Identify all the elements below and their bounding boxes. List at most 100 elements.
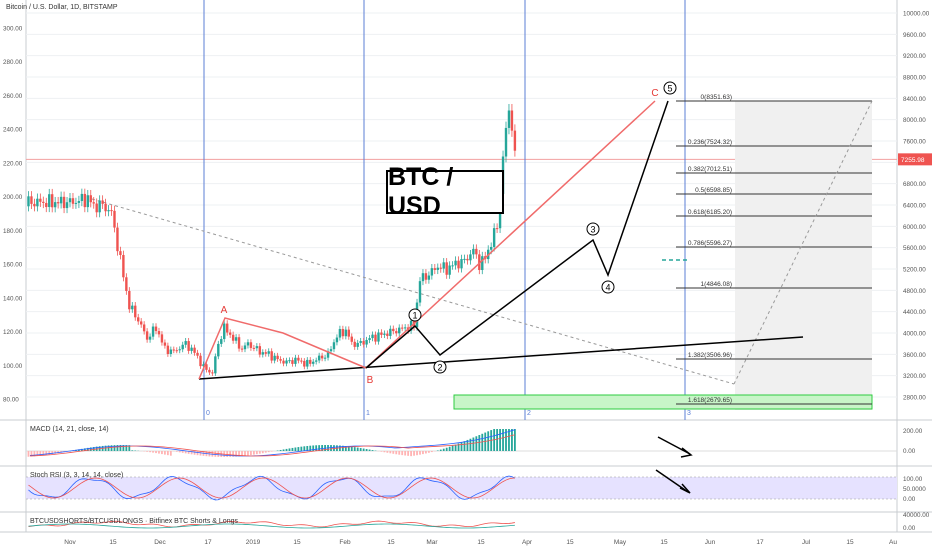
candle-body: [341, 329, 345, 337]
time-tick-label: 2019: [246, 539, 261, 546]
candle-body: [400, 327, 404, 329]
macd-bar: [347, 446, 350, 451]
macd-bar: [288, 448, 291, 451]
macd-bar: [475, 436, 478, 451]
right-tick-label: 2800.00: [903, 395, 926, 402]
candle-body: [427, 275, 431, 280]
macd-bar: [229, 451, 232, 457]
candle-body: [142, 324, 146, 332]
candle-body: [362, 341, 365, 345]
candle-body: [223, 323, 226, 340]
trend-lines: [91, 198, 804, 385]
left-tick-label: 300.00: [3, 26, 23, 33]
time-tick-label: Jul: [802, 539, 811, 546]
candle-body: [110, 210, 113, 212]
macd-bar: [241, 451, 243, 457]
candle-body: [303, 360, 306, 367]
time-tick-label: Nov: [64, 539, 76, 546]
macd-bar: [466, 439, 469, 451]
candle-body: [30, 196, 33, 204]
macd-bar: [380, 451, 383, 452]
candle-body: [442, 262, 445, 269]
candle-body: [430, 268, 434, 276]
macd-bar: [383, 451, 386, 453]
macd-pane: [26, 429, 897, 458]
time-tick-label: 15: [109, 539, 117, 546]
left-tick-label: 180.00: [3, 228, 23, 235]
wave-a-b: [198, 317, 367, 380]
price-tag: 7255.98: [901, 157, 925, 164]
candle-body: [68, 198, 72, 203]
candle-body: [139, 321, 143, 325]
macd-bar: [214, 451, 217, 457]
candle-body: [436, 267, 439, 270]
macd-bar: [45, 451, 48, 455]
right-tick-label: 9200.00: [903, 53, 926, 60]
fib-box: 0(8351.63) 0.236(7524.32) 0.382(7012.51) 0.…: [453, 94, 873, 410]
candle-body: [154, 326, 158, 332]
cycle-label: 3: [687, 410, 691, 417]
candle-body: [451, 265, 454, 267]
candle-body: [326, 351, 330, 358]
right-tick-label: 8000.00: [903, 117, 926, 124]
candle-body: [359, 341, 362, 343]
macd-bar: [395, 451, 398, 455]
stoch-arrowhead: [679, 483, 691, 494]
candle-body: [208, 369, 211, 373]
macd-bar: [146, 451, 149, 452]
candle-body: [374, 334, 377, 342]
macd-bar: [457, 443, 460, 451]
shorts-line: [28, 520, 515, 528]
macd-bar: [187, 451, 190, 454]
stoch-tick: 0.00: [903, 496, 916, 503]
candle-body: [181, 344, 184, 350]
time-tick-label: Feb: [339, 539, 351, 546]
candle-body: [309, 359, 312, 364]
candle-body: [478, 254, 481, 271]
candle-body: [95, 203, 98, 213]
macd-bar: [312, 445, 315, 451]
macd-bar: [356, 447, 359, 451]
macd-bar: [309, 445, 312, 451]
time-tick-label: Mar: [426, 539, 438, 546]
time-tick-label: Au: [889, 539, 897, 546]
title-box: BTC / USD: [386, 163, 504, 220]
macd-bar: [404, 451, 407, 456]
time-tick-label: Dec: [154, 539, 166, 546]
candle-body: [460, 259, 463, 269]
macd-bar: [318, 445, 321, 451]
macd-bar: [445, 447, 448, 451]
stoch-tick: 50.0000: [903, 486, 926, 493]
candle-body: [98, 200, 101, 213]
candle-body: [80, 193, 84, 202]
candle-body: [160, 334, 164, 343]
macd-bar: [190, 451, 193, 455]
macd-bar: [350, 446, 353, 451]
candle-body: [166, 345, 170, 354]
candle-body: [335, 337, 339, 343]
candle-body: [350, 336, 353, 342]
wave-label-w5: 5: [667, 83, 672, 93]
left-tick-label: 200.00: [3, 194, 23, 201]
macd-bar: [270, 451, 273, 452]
fib-level-label: 0.236(7524.32): [688, 139, 732, 146]
macd-bar: [436, 450, 439, 451]
macd-bar: [152, 451, 154, 453]
candle-body: [317, 355, 321, 361]
candle-body: [77, 201, 81, 203]
macd-bar: [175, 451, 178, 452]
macd-bar: [315, 445, 318, 451]
macd-bar: [362, 448, 365, 451]
candle-body: [178, 349, 181, 351]
wave-label-w3: 3: [590, 224, 595, 234]
macd-bar: [267, 451, 270, 453]
macd-bar: [42, 451, 45, 456]
macd-bar: [51, 451, 54, 455]
candle-body: [190, 347, 193, 351]
candle-body: [225, 323, 229, 333]
support-line: [198, 336, 804, 380]
macd-bar: [463, 441, 466, 451]
longs-line: [28, 523, 515, 529]
macd-bar: [333, 445, 335, 451]
candle-body: [489, 246, 493, 250]
